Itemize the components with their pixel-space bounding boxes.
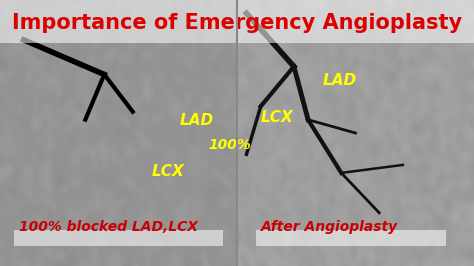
Text: LAD: LAD <box>180 113 214 128</box>
Text: LCX: LCX <box>152 164 184 178</box>
Text: LCX: LCX <box>261 110 293 125</box>
Text: 100%: 100% <box>209 138 251 152</box>
FancyBboxPatch shape <box>14 230 223 246</box>
Text: 100% blocked LAD,LCX: 100% blocked LAD,LCX <box>19 221 198 234</box>
FancyBboxPatch shape <box>256 230 446 246</box>
FancyBboxPatch shape <box>0 0 474 43</box>
Text: LAD: LAD <box>322 73 356 88</box>
Text: Importance of Emergency Angioplasty: Importance of Emergency Angioplasty <box>12 13 462 33</box>
Text: After Angioplasty: After Angioplasty <box>261 221 398 234</box>
